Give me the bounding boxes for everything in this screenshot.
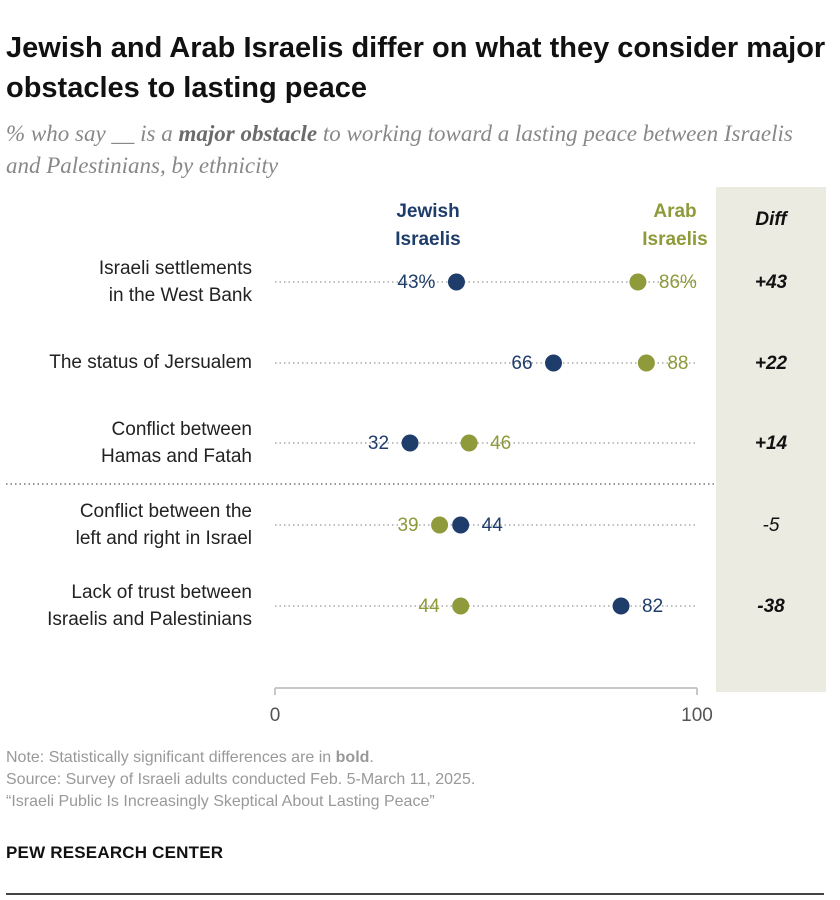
jewish-israelis-dot xyxy=(612,597,630,615)
arab-value-label: 39 xyxy=(397,515,418,536)
jewish-value-label: 43% xyxy=(397,272,435,293)
jewish-value-label: 32 xyxy=(368,433,389,454)
bottom-rule xyxy=(6,893,824,895)
note: Note: Statistically significant differen… xyxy=(6,747,475,769)
row-label: Israeli settlements xyxy=(99,258,252,279)
footer: Note: Statistically significant differen… xyxy=(6,747,475,813)
subtitle-suffix: to working toward a lasting peace betwee… xyxy=(6,121,793,178)
jewish-israelis-dot xyxy=(452,516,470,534)
arab-value-label: 44 xyxy=(419,596,441,617)
arab-israelis-dot xyxy=(637,354,655,372)
row-label: Conflict between the xyxy=(80,501,252,522)
diff-value: +14 xyxy=(755,433,788,454)
x-tick-label: 0 xyxy=(270,705,281,726)
row-label: The status of Jersualem xyxy=(49,352,252,373)
jewish-israelis-dot xyxy=(447,273,465,291)
legend-arab-israelis: Israelis xyxy=(642,229,708,250)
jewish-israelis-dot xyxy=(401,434,419,452)
row-label: Israelis and Palestinians xyxy=(47,609,252,630)
legend-jewish-israelis: Israelis xyxy=(395,229,461,250)
arab-israelis-dot xyxy=(431,516,449,534)
row-label: in the West Bank xyxy=(109,285,253,306)
legend-arab-israelis: Arab xyxy=(653,201,696,222)
chart-title: Jewish and Arab Israelis differ on what … xyxy=(6,32,826,104)
diff-value: -5 xyxy=(763,515,780,536)
diff-value: -38 xyxy=(757,596,785,617)
source: Source: Survey of Israeli adults conduct… xyxy=(6,771,476,788)
arab-israelis-dot xyxy=(452,597,470,615)
jewish-value-label: 66 xyxy=(511,353,532,374)
jewish-value-label: 44 xyxy=(482,515,504,536)
arab-value-label: 88 xyxy=(667,353,688,374)
arab-israelis-dot xyxy=(460,434,478,452)
x-tick-label: 100 xyxy=(681,705,713,726)
row-label: left and right in Israel xyxy=(76,528,252,549)
subtitle-emphasis: major obstacle xyxy=(178,121,318,146)
note-bold: bold xyxy=(335,749,370,766)
jewish-value-label: 82 xyxy=(642,596,663,617)
jewish-israelis-dot xyxy=(545,354,563,372)
report-title: “Israeli Public Is Increasingly Skeptica… xyxy=(6,793,435,810)
diff-column-background xyxy=(716,187,826,692)
note-prefix: Note: Statistically significant differen… xyxy=(6,749,336,766)
diff-value: +22 xyxy=(755,353,788,374)
legend-jewish-israelis: Jewish xyxy=(396,201,459,222)
subtitle-prefix: % who say __ is a xyxy=(6,121,179,146)
row-label: Hamas and Fatah xyxy=(101,446,252,467)
note-suffix: . xyxy=(369,749,374,766)
chart-subtitle: % who say __ is a major obstacle to work… xyxy=(6,118,826,182)
row-label: Lack of trust between xyxy=(71,582,252,603)
arab-value-label: 86% xyxy=(659,272,697,293)
arab-israelis-dot xyxy=(629,273,647,291)
row-label: Conflict between xyxy=(112,419,252,440)
arab-value-label: 46 xyxy=(490,433,511,454)
brand-logo-text: PEW RESEARCH CENTER xyxy=(6,843,224,862)
diff-value: +43 xyxy=(755,272,788,293)
diff-header: Diff xyxy=(755,209,788,230)
